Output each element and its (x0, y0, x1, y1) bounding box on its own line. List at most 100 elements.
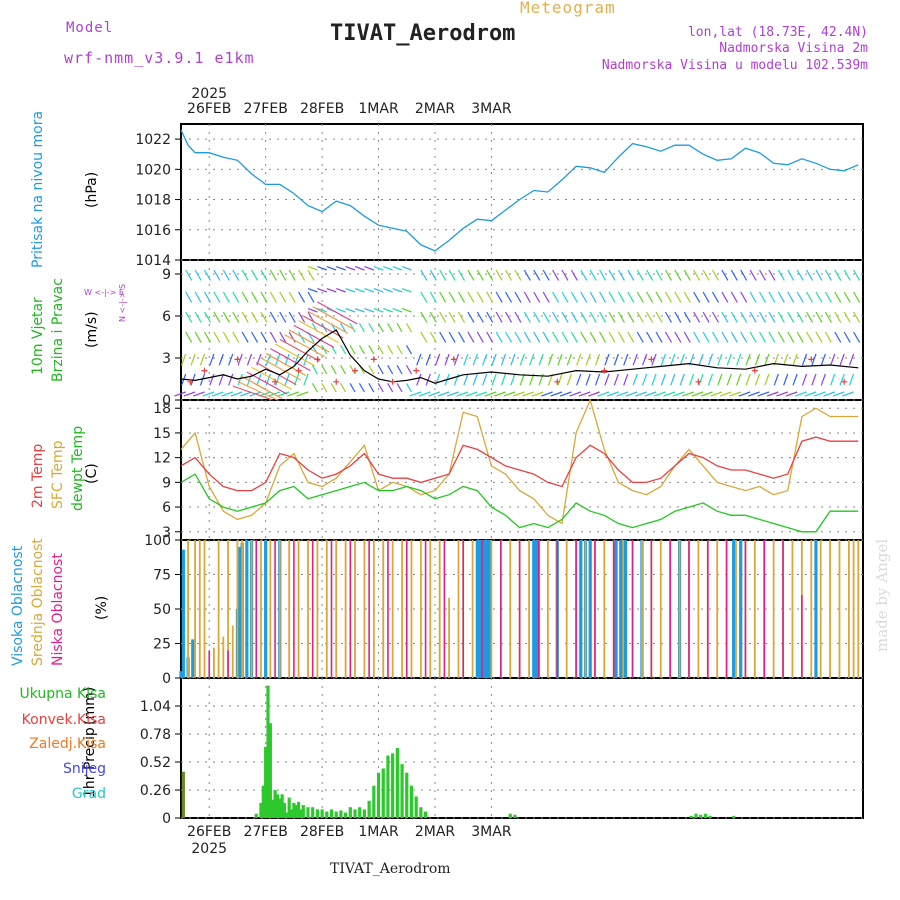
wind-barb (260, 357, 302, 381)
cloud-bar (810, 540, 813, 678)
wind-series-line (180, 329, 859, 384)
cloud-bar (478, 540, 482, 678)
wind-barb (476, 269, 484, 281)
wind-barb (475, 391, 487, 397)
wind-barb (843, 331, 851, 343)
wind-barb (269, 269, 277, 281)
precip-bar (409, 785, 414, 818)
wind-barb (307, 308, 318, 313)
cloud-panel-frame (180, 539, 864, 679)
wind-barb (232, 269, 240, 281)
wind-barb (533, 269, 541, 281)
wind-barb (500, 373, 507, 386)
pressure-ytick-label: 1014 (135, 253, 171, 269)
wind-barb (213, 311, 221, 323)
wind-barb (241, 269, 249, 281)
wind-barb (463, 353, 469, 366)
precip-bar (391, 753, 395, 818)
wind-barb (377, 323, 384, 333)
wind-barb (749, 331, 757, 343)
wind-barb (279, 291, 287, 303)
wind-barb (435, 353, 441, 366)
cloud-bar (227, 540, 229, 678)
wind-barb (636, 331, 644, 343)
wind-barb (368, 345, 375, 355)
wind-barb (416, 353, 422, 366)
wind-barb (303, 353, 309, 366)
wind-barb (710, 391, 723, 397)
wind-barb (541, 391, 553, 397)
wind-ytick-label: 0 (162, 393, 171, 409)
wind-barb (660, 353, 667, 366)
wind-barb (585, 353, 591, 366)
wind-barb (608, 331, 616, 343)
cloud-bar (500, 540, 502, 678)
wind-barb (660, 373, 667, 386)
wind-barb (759, 331, 767, 343)
wind-barb (340, 323, 347, 333)
wind-barb (768, 331, 776, 343)
wind-barb (580, 291, 588, 303)
wind-barb (664, 291, 672, 303)
wind-barb (354, 266, 365, 271)
wind-barb (222, 331, 230, 343)
wind-barb (834, 269, 842, 281)
cloud-ytick-label: 0 (162, 671, 171, 687)
wind-barb (279, 311, 287, 323)
wind-barb (358, 345, 365, 355)
wind-barb (203, 331, 212, 343)
bottom-date-label: 28FEB (300, 824, 344, 840)
precip-bar (419, 807, 423, 818)
wind-barb (486, 291, 494, 303)
wind-barb (644, 391, 657, 397)
cloud-bar (401, 540, 403, 678)
precip-bar (275, 794, 280, 818)
wind-barb (494, 391, 506, 397)
wind-barb (522, 391, 534, 397)
wind-barb (251, 366, 292, 390)
wind-barb (232, 291, 240, 303)
wind-barb (307, 311, 315, 323)
wind-gust-mark (413, 367, 420, 374)
wind-barb (834, 291, 842, 303)
wind-barb (298, 269, 306, 281)
cloud-bar (181, 549, 185, 678)
wind-barb (806, 331, 814, 343)
wind-barb (599, 331, 607, 343)
wind-gust-mark (751, 367, 758, 374)
precip-legend-snow: Snijeg (62, 761, 106, 777)
wind-barb (241, 376, 283, 400)
wind-barb (387, 365, 394, 375)
wind-gust-mark (841, 378, 848, 385)
wind-barb (467, 311, 475, 323)
wind-barb (726, 353, 732, 366)
wind-barb (693, 331, 701, 343)
wind-barb (616, 391, 629, 397)
wind-barb (377, 345, 384, 355)
wind-barb (349, 345, 356, 355)
wind-barb (232, 311, 240, 323)
wind-barb (664, 269, 672, 281)
wind-barb (608, 269, 616, 281)
wind-barb (368, 365, 375, 375)
cloud-bar (735, 540, 737, 678)
wind-barb (405, 365, 412, 375)
pressure-series-line (180, 129, 859, 252)
wind-barb (721, 291, 729, 303)
wind-barb (843, 269, 851, 281)
precip-bar (306, 807, 310, 818)
wind-barb (806, 311, 814, 323)
wind-barb (416, 373, 422, 386)
wind-barb (358, 383, 365, 393)
wind-barb (623, 353, 629, 366)
wind-barb (213, 291, 221, 303)
wind-barb (439, 269, 447, 281)
cloud-bar (269, 540, 272, 678)
cloud-bar (744, 540, 747, 678)
wind-barb (815, 331, 823, 343)
wind-barb (832, 391, 845, 397)
top-date-label: 26FEB (187, 101, 231, 117)
cloud-bar (575, 540, 577, 678)
top-date-label: 27FEB (243, 101, 287, 117)
wind-barb (636, 311, 644, 323)
